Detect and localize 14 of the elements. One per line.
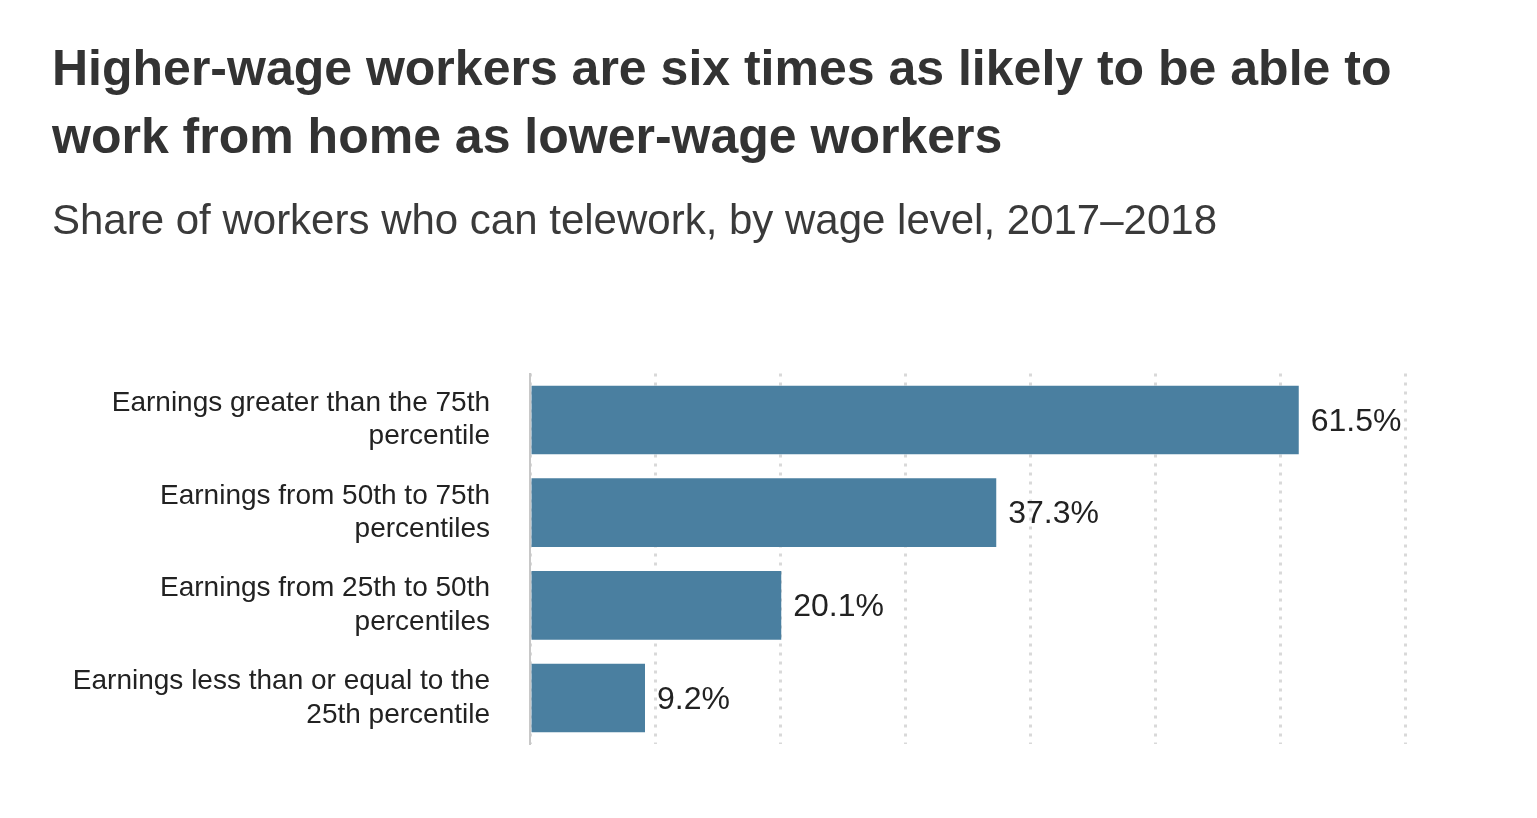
data-label: 37.3% xyxy=(1008,494,1099,531)
y-tick-label: Earnings less than or equal to the 25th percentile xyxy=(72,663,490,729)
y-tick-label: Earnings from 50th to 75th percentiles xyxy=(160,478,490,544)
chart-title: Higher-wage workers are six times as likely to be able to work from home as lower-wage workers xyxy=(52,39,1393,166)
chart-subtitle: Share of workers who can telework, by wage level, 2017–2018 xyxy=(52,196,1218,244)
bar xyxy=(531,571,782,640)
y-tick-label: Earnings greater than the 75th percentile xyxy=(111,385,490,451)
y-tick-label: Earnings from 25th to 50th percentiles xyxy=(160,571,490,636)
data-label: 20.1% xyxy=(793,587,884,624)
data-label: 9.2% xyxy=(657,679,730,716)
bar xyxy=(531,478,997,547)
bar xyxy=(531,385,1299,455)
data-label: 61.5% xyxy=(1310,401,1402,438)
bar xyxy=(531,663,645,733)
